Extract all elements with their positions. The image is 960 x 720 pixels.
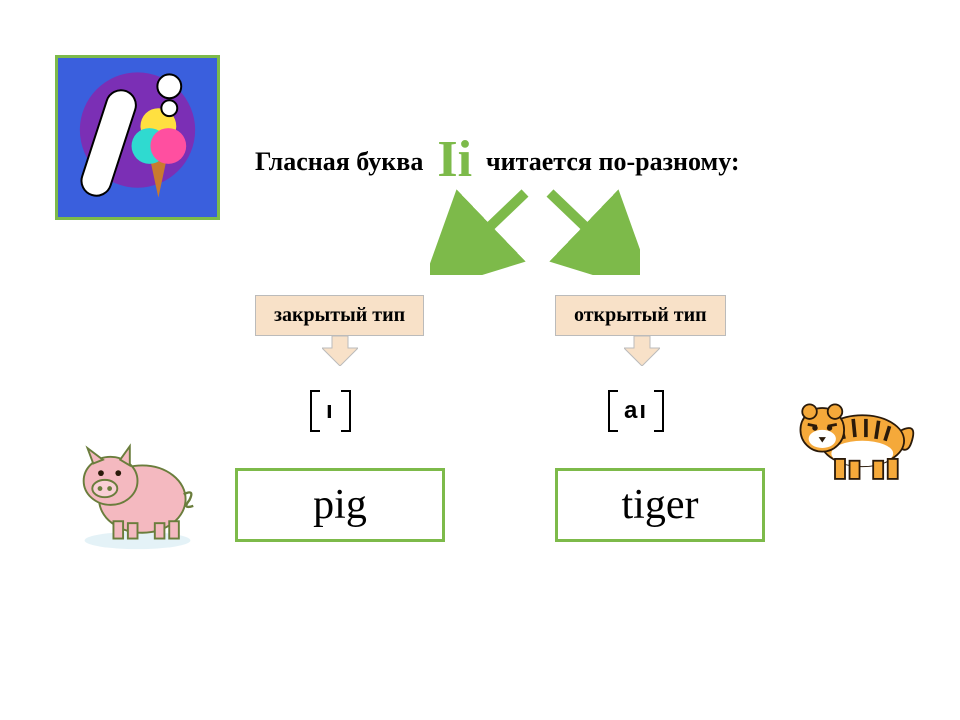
phonetic-closed-text: ı	[320, 397, 341, 425]
closed-type-label: закрытый тип	[274, 304, 405, 326]
split-arrows	[430, 185, 640, 275]
word-pig: pig	[313, 482, 367, 528]
bracket-icon	[310, 390, 320, 432]
phonetic-closed: ı	[310, 390, 351, 432]
heading: Гласная буква Ii читается по-разному:	[255, 128, 740, 180]
down-arrow-right	[624, 336, 660, 366]
word-tiger: tiger	[622, 482, 699, 528]
down-arrow-left	[322, 336, 358, 366]
heading-letter: Ii	[437, 134, 472, 186]
open-type-label: открытый тип	[574, 304, 707, 326]
phonetic-open: aı	[608, 390, 664, 432]
pig-icon	[70, 427, 205, 552]
heading-after: читается по-разному:	[486, 147, 740, 177]
bracket-icon	[341, 390, 351, 432]
letter-i-illustration	[55, 55, 220, 220]
ice-cream-icon	[58, 58, 217, 218]
slide: Гласная буква Ii читается по-разному: за…	[0, 0, 960, 720]
closed-type-box: закрытый тип	[255, 295, 424, 336]
tiger-icon	[790, 388, 920, 488]
word-tiger-box: tiger	[555, 468, 765, 542]
bracket-icon	[608, 390, 618, 432]
phonetic-open-text: aı	[618, 397, 654, 425]
word-pig-box: pig	[235, 468, 445, 542]
heading-before: Гласная буква	[255, 147, 423, 177]
open-type-box: открытый тип	[555, 295, 726, 336]
bracket-icon	[654, 390, 664, 432]
